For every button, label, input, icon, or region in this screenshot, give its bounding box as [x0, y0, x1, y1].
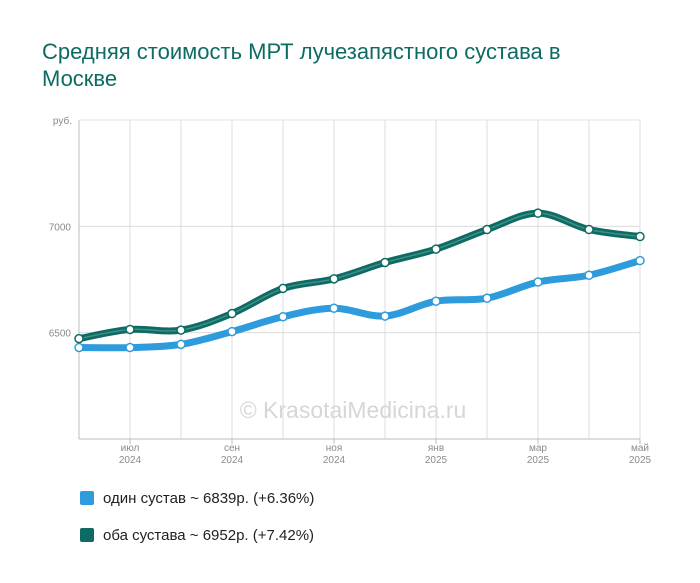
data-point-both-joints [635, 231, 645, 242]
legend-swatch-both-joints [80, 528, 94, 542]
y-tick-label: 6500 [49, 329, 72, 340]
x-tick-label-year: 2024 [119, 455, 142, 466]
x-tick-label-year: 2025 [629, 455, 652, 466]
x-tick-label-month: янв [428, 443, 444, 454]
data-point-one-joint [482, 293, 492, 303]
data-point-both-joints [482, 224, 492, 235]
data-point-one-joint [380, 311, 390, 321]
chart-legend: один сустав ~ 6839р. (+6.36%) оба сустав… [80, 488, 314, 562]
data-point-both-joints [431, 244, 441, 254]
x-tick-label-year: 2024 [221, 455, 244, 466]
data-point-one-joint [329, 303, 339, 313]
x-tick-label-month: ноя [326, 443, 343, 454]
data-point-one-joint [125, 342, 135, 353]
x-tick-label-month: июл [121, 443, 140, 454]
data-point-both-joints [176, 325, 186, 335]
legend-swatch-one-joint [80, 491, 94, 505]
data-point-both-joints [329, 274, 339, 284]
watermark-text: © KrasotaiMedicina.ru [240, 397, 467, 423]
data-point-one-joint [533, 277, 543, 287]
legend-item-one-joint[interactable]: один сустав ~ 6839р. (+6.36%) [80, 488, 314, 508]
data-point-one-joint [227, 326, 237, 337]
legend-label-one-joint: один сустав ~ 6839р. (+6.36%) [103, 489, 315, 507]
x-tick-label-year: 2025 [425, 455, 448, 466]
data-point-both-joints [227, 308, 237, 319]
data-point-both-joints [584, 224, 594, 235]
x-tick-label-month: май [631, 443, 649, 454]
legend-label-both-joints: оба сустава ~ 6952р. (+7.42%) [103, 526, 315, 544]
chart-title: Средняя стоимость МРТ лучезапястного сус… [42, 39, 561, 91]
data-point-one-joint [584, 270, 594, 280]
x-tick-label-month: сен [224, 443, 240, 454]
data-point-both-joints [380, 257, 390, 268]
y-axis-unit-label: руб. [53, 115, 72, 127]
data-point-one-joint [278, 311, 288, 322]
data-point-both-joints [74, 333, 84, 344]
data-point-one-joint [635, 255, 645, 266]
data-point-both-joints [278, 283, 288, 294]
data-point-both-joints [125, 324, 135, 335]
data-point-one-joint [431, 296, 441, 306]
x-tick-label-year: 2024 [323, 455, 346, 466]
data-point-both-joints [533, 208, 543, 218]
data-point-one-joint [176, 339, 186, 350]
x-tick-label-year: 2025 [527, 455, 550, 466]
x-tick-label-month: мар [529, 443, 547, 454]
y-tick-label: 7000 [49, 222, 72, 233]
data-point-one-joint [74, 342, 84, 353]
legend-item-both-joints[interactable]: оба сустава ~ 6952р. (+7.42%) [80, 525, 314, 545]
